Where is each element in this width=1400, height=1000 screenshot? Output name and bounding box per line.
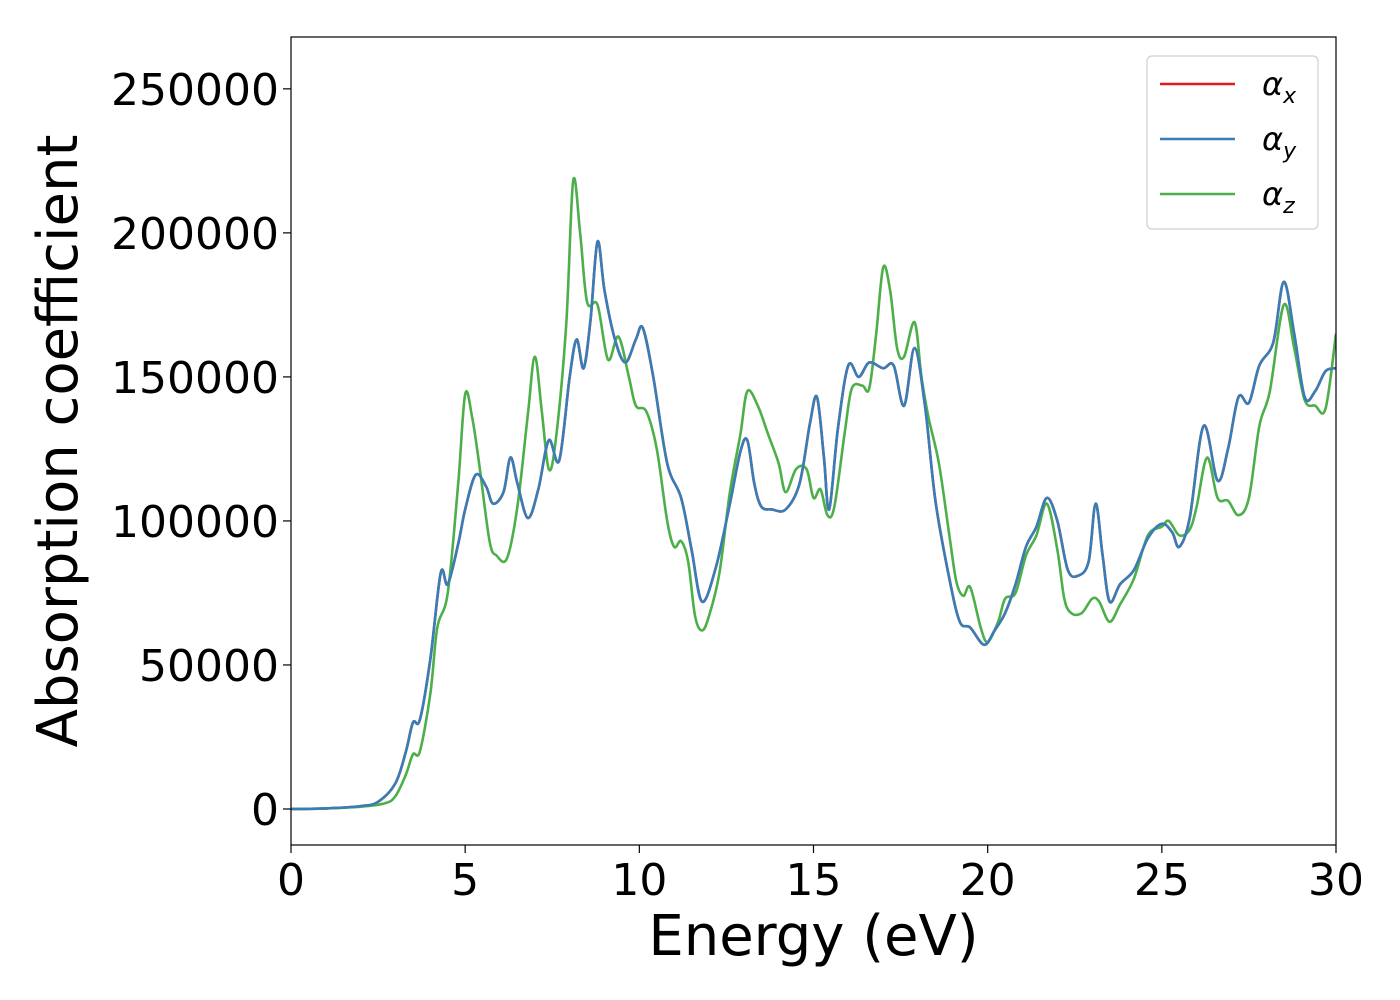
x-axis: 0 5 10 15 20 25 30 bbox=[277, 845, 1364, 906]
y-axis-title: Absorption coefficient bbox=[26, 135, 91, 748]
x-tick-label: 25 bbox=[1134, 855, 1190, 906]
y-tick-label: 250000 bbox=[111, 65, 279, 116]
x-axis-title: Energy (eV) bbox=[648, 904, 978, 969]
series-line-y bbox=[291, 240, 1336, 811]
x-tick-label: 20 bbox=[960, 855, 1016, 906]
legend-box bbox=[1146, 55, 1319, 230]
x-tick-label: 0 bbox=[277, 855, 305, 906]
y-tick-label: 200000 bbox=[111, 209, 279, 260]
legend-label-z: αz bbox=[1262, 175, 1295, 219]
legend-subscript: z bbox=[1282, 194, 1295, 219]
y-axis: 0 50000 100000 150000 200000 250000 bbox=[111, 65, 291, 836]
y-tick-label: 50000 bbox=[139, 641, 279, 692]
x-tick-label: 10 bbox=[611, 855, 667, 906]
series-line-x bbox=[291, 240, 1336, 811]
series-layer bbox=[291, 176, 1336, 811]
x-tick-label: 5 bbox=[451, 855, 479, 906]
legend-subscript: y bbox=[1282, 139, 1297, 164]
x-tick-label: 30 bbox=[1308, 855, 1364, 906]
y-tick-label: 150000 bbox=[111, 353, 279, 404]
y-tick-label: 100000 bbox=[111, 497, 279, 548]
x-tick-label: 15 bbox=[786, 855, 842, 906]
series-line-z bbox=[291, 176, 1336, 811]
legend-subscript: x bbox=[1282, 84, 1297, 109]
y-tick-label: 0 bbox=[251, 785, 279, 836]
